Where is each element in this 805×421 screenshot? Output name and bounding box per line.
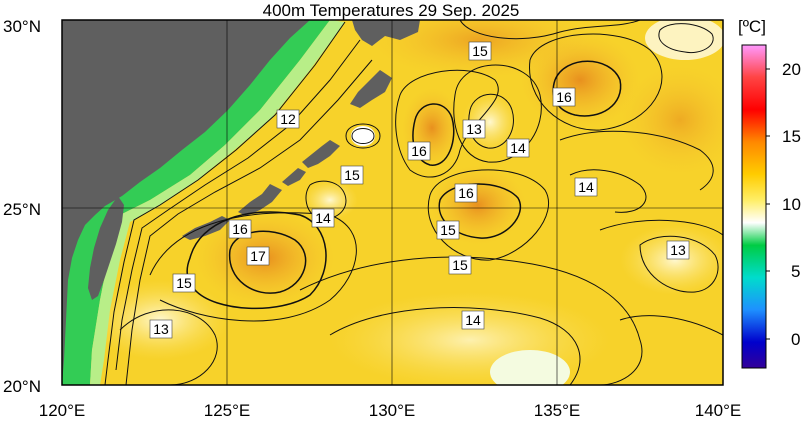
isotherm-15-ne bbox=[529, 33, 663, 131]
isotherm-14-farwest bbox=[599, 219, 723, 236]
isotherm-okinawa-ring1 bbox=[351, 128, 375, 144]
contour-label-text-10: 16 bbox=[232, 221, 248, 237]
isotherm-14-north bbox=[453, 64, 542, 163]
contour-label-text-17: 14 bbox=[465, 312, 481, 328]
contour-label-text-1: 15 bbox=[472, 43, 488, 59]
isotherm-shelf-2 bbox=[115, 39, 361, 371]
colorbar-label-20: 20 bbox=[782, 60, 801, 79]
colorbar-ramp bbox=[741, 44, 767, 369]
colorbar-label-10: 10 bbox=[782, 195, 801, 214]
contour-label-text-6: 16 bbox=[411, 143, 427, 159]
isotherm-13-west bbox=[119, 309, 218, 385]
contour-label-text-14: 15 bbox=[452, 257, 468, 273]
isotherm-14-mid bbox=[305, 180, 347, 220]
contour-label-12: 17 bbox=[246, 246, 270, 266]
contour-label-text-11: 15 bbox=[440, 222, 456, 238]
contour-label-text-15: 15 bbox=[176, 275, 192, 291]
isotherm-shelf-1 bbox=[104, 21, 346, 385]
lon-label-135e: 135°E bbox=[534, 401, 581, 420]
lon-label-140e: 140°E bbox=[695, 401, 742, 420]
colorbar-label-0: 0 bbox=[791, 330, 800, 349]
contour-label-10: 16 bbox=[228, 219, 252, 239]
lat-label-30n: 30°N bbox=[3, 17, 41, 36]
contour-labels: 15 16 13 14 12 16 16 15 bbox=[149, 41, 690, 339]
contour-label-4: 14 bbox=[506, 138, 530, 158]
contour-label-15: 15 bbox=[172, 273, 196, 293]
lat-label-25n: 25°N bbox=[3, 200, 41, 219]
contour-label-14: 15 bbox=[448, 255, 472, 275]
isotherm-14-east bbox=[569, 169, 647, 213]
cool-region-east bbox=[620, 225, 723, 295]
lon-label-130e: 130°E bbox=[369, 401, 416, 420]
isotherm-17-eddy bbox=[229, 230, 307, 294]
kyushu-island bbox=[352, 20, 420, 46]
isotherm-12-nw bbox=[658, 23, 714, 54]
contour-label-text-13: 14 bbox=[315, 210, 331, 226]
lat-label-20n: 20°N bbox=[3, 377, 41, 396]
colorbar-label-15: 15 bbox=[782, 127, 801, 146]
isotherm-13-east bbox=[639, 235, 719, 293]
isotherm-okinawa-ring2 bbox=[345, 123, 381, 149]
contour-label-text-8: 15 bbox=[344, 167, 360, 183]
contour-label-5: 12 bbox=[276, 109, 300, 129]
contour-label-text-2: 16 bbox=[556, 89, 572, 105]
lon-label-120e: 120°E bbox=[39, 401, 86, 420]
isotherm-15-center bbox=[395, 69, 499, 178]
isotherm-lines bbox=[104, 20, 723, 385]
grid-lines bbox=[62, 20, 723, 385]
isotherm-13-south bbox=[329, 307, 581, 385]
isotherm-shelf-3 bbox=[125, 59, 373, 385]
colorbar-label-5: 5 bbox=[791, 262, 800, 281]
cool-spot-south bbox=[490, 350, 570, 385]
warm-region-far-east bbox=[620, 65, 723, 175]
ryukyu-islands-central bbox=[282, 168, 306, 186]
colorbar: [ºC] 20 15 10 5 0 bbox=[738, 17, 801, 369]
contour-label-7: 16 bbox=[454, 183, 478, 203]
contour-label-17: 14 bbox=[461, 310, 485, 330]
contour-label-text-4: 14 bbox=[510, 140, 526, 156]
isotherm-15-east bbox=[427, 169, 550, 261]
shelf-transition-band bbox=[90, 20, 345, 385]
contour-label-18: 13 bbox=[149, 319, 173, 339]
contour-label-11: 15 bbox=[436, 220, 460, 240]
contour-label-1: 15 bbox=[468, 41, 492, 61]
contour-label-text-18: 13 bbox=[153, 321, 169, 337]
lon-label-125e: 125°E bbox=[204, 401, 251, 420]
isotherm-14-ne bbox=[559, 130, 714, 191]
contour-label-3: 13 bbox=[462, 119, 486, 139]
isotherm-15-north bbox=[459, 20, 641, 40]
contour-label-text-9: 14 bbox=[578, 179, 594, 195]
contour-label-text-7: 16 bbox=[458, 185, 474, 201]
isotherm-14-south bbox=[299, 256, 643, 385]
contour-label-6: 16 bbox=[407, 141, 431, 161]
contour-label-2: 16 bbox=[552, 87, 576, 107]
contour-label-16: 13 bbox=[666, 240, 690, 260]
latitude-labels: 30°N 25°N 20°N bbox=[3, 17, 41, 396]
contour-label-text-12: 17 bbox=[250, 248, 266, 264]
contour-label-9: 14 bbox=[574, 177, 598, 197]
isotherm-lat-20 bbox=[619, 315, 723, 336]
cool-spot-okinawa bbox=[351, 126, 375, 146]
contour-label-text-16: 13 bbox=[670, 242, 686, 258]
contour-label-8: 15 bbox=[340, 165, 364, 185]
longitude-labels: 120°E 125°E 130°E 135°E 140°E bbox=[39, 401, 742, 420]
colorbar-unit: [ºC] bbox=[738, 17, 766, 36]
isotherm-15-sw bbox=[149, 212, 357, 322]
china-mainland bbox=[62, 20, 310, 385]
contour-label-13: 14 bbox=[311, 208, 335, 228]
ryukyu-islands-north bbox=[350, 70, 392, 108]
map-frame bbox=[61, 19, 724, 386]
map-title: 400m Temperatures 29 Sep. 2025 bbox=[263, 1, 520, 20]
contour-label-text-3: 13 bbox=[466, 121, 482, 137]
okinawa-island bbox=[302, 140, 340, 168]
contour-label-text-5: 12 bbox=[280, 111, 296, 127]
taiwan-island bbox=[88, 196, 124, 300]
